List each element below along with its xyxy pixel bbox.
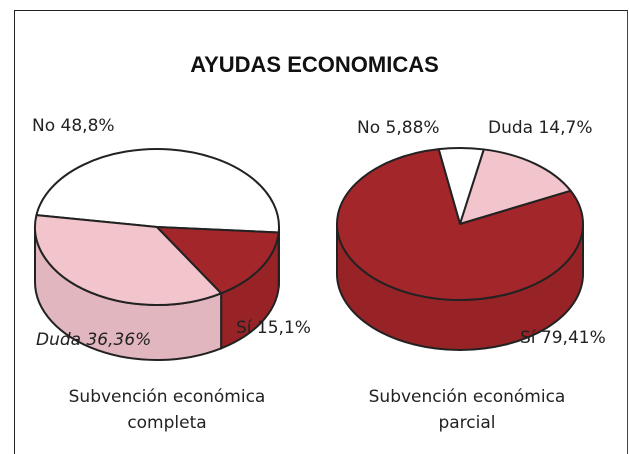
slice-value: 5,88% <box>385 118 440 138</box>
frame <box>14 10 628 454</box>
slice-label: No 48,8% <box>32 116 115 136</box>
slice-label: No 5,88% <box>357 118 440 138</box>
slice-category: Sí <box>236 318 252 338</box>
slice-label: Sí 15,1% <box>236 318 311 338</box>
caption: Subvención económica parcial <box>368 387 566 433</box>
slice-category: No <box>32 116 56 136</box>
pie-slice <box>35 147 280 234</box>
caption: Subvención económica completa <box>68 387 266 433</box>
slice-label: Duda 36,36% <box>36 330 151 350</box>
pie-slice <box>34 214 223 306</box>
pie-slice <box>336 148 584 301</box>
slice-value: 79,41% <box>540 328 606 348</box>
slice-value: 15,1% <box>256 318 311 338</box>
slice-category: Sí <box>520 328 536 348</box>
slice-category: Duda <box>488 118 534 138</box>
slice-label: Sí 79,41% <box>520 328 606 348</box>
pie-slice <box>156 226 280 295</box>
slice-category: Duda <box>36 330 82 350</box>
slice-value: 14,7% <box>538 118 593 138</box>
slice-value: 36,36% <box>86 330 152 350</box>
slice-value: 48,8% <box>60 116 115 136</box>
pie-slice <box>459 148 572 225</box>
slice-label: Duda 14,7% <box>488 118 593 138</box>
slice-category: No <box>357 118 381 138</box>
title: AYUDAS ECONOMICAS <box>190 52 439 77</box>
